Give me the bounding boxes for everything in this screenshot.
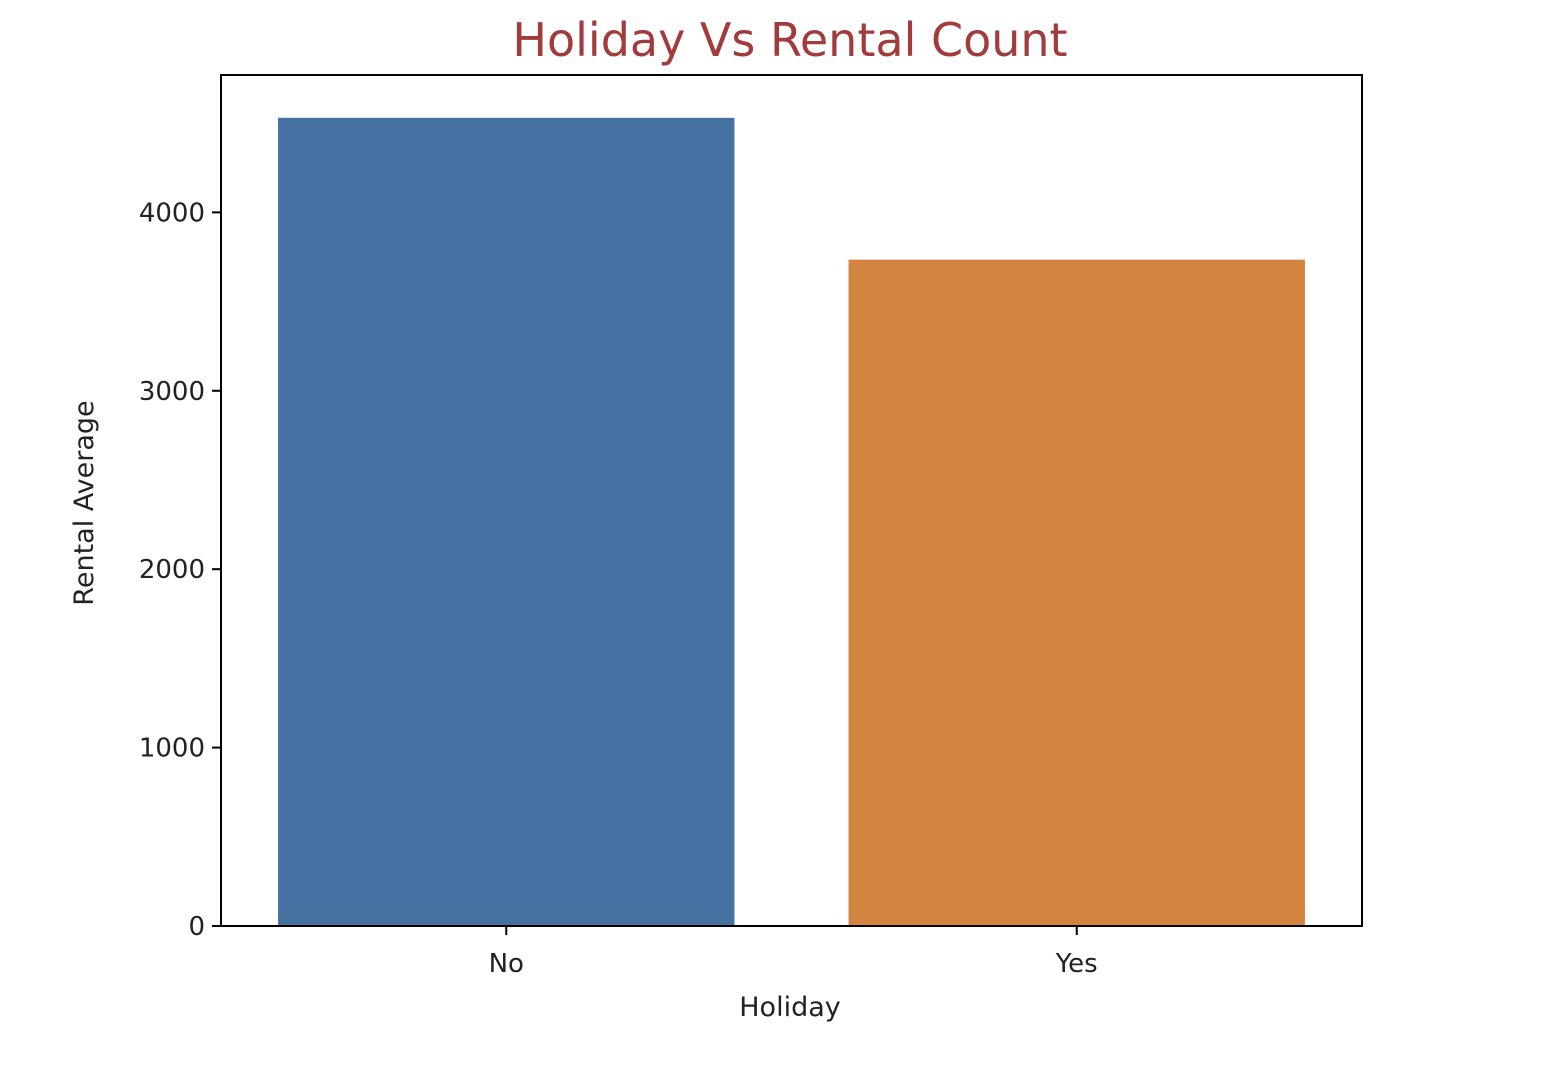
y-tick-label: 2000	[139, 555, 205, 585]
y-tick-label: 0	[188, 912, 205, 942]
y-tick-label: 3000	[139, 377, 205, 407]
x-axis: No Yes	[489, 926, 1098, 979]
chart-title: Holiday Vs Rental Count	[512, 13, 1067, 67]
y-tick-label: 4000	[139, 198, 205, 228]
plot-frame	[220, 74, 1363, 927]
y-tick-label: 1000	[139, 734, 205, 764]
bar-yes	[848, 259, 1305, 926]
bar-no	[278, 117, 735, 926]
y-axis: 0 1000 2000 3000 4000	[139, 198, 221, 942]
y-axis-title: Rental Average	[69, 400, 100, 605]
bars-layer	[278, 117, 1305, 926]
x-tick-label-no: No	[489, 949, 524, 979]
x-axis-title: Holiday	[739, 992, 841, 1023]
x-tick-label-yes: Yes	[1055, 949, 1098, 979]
